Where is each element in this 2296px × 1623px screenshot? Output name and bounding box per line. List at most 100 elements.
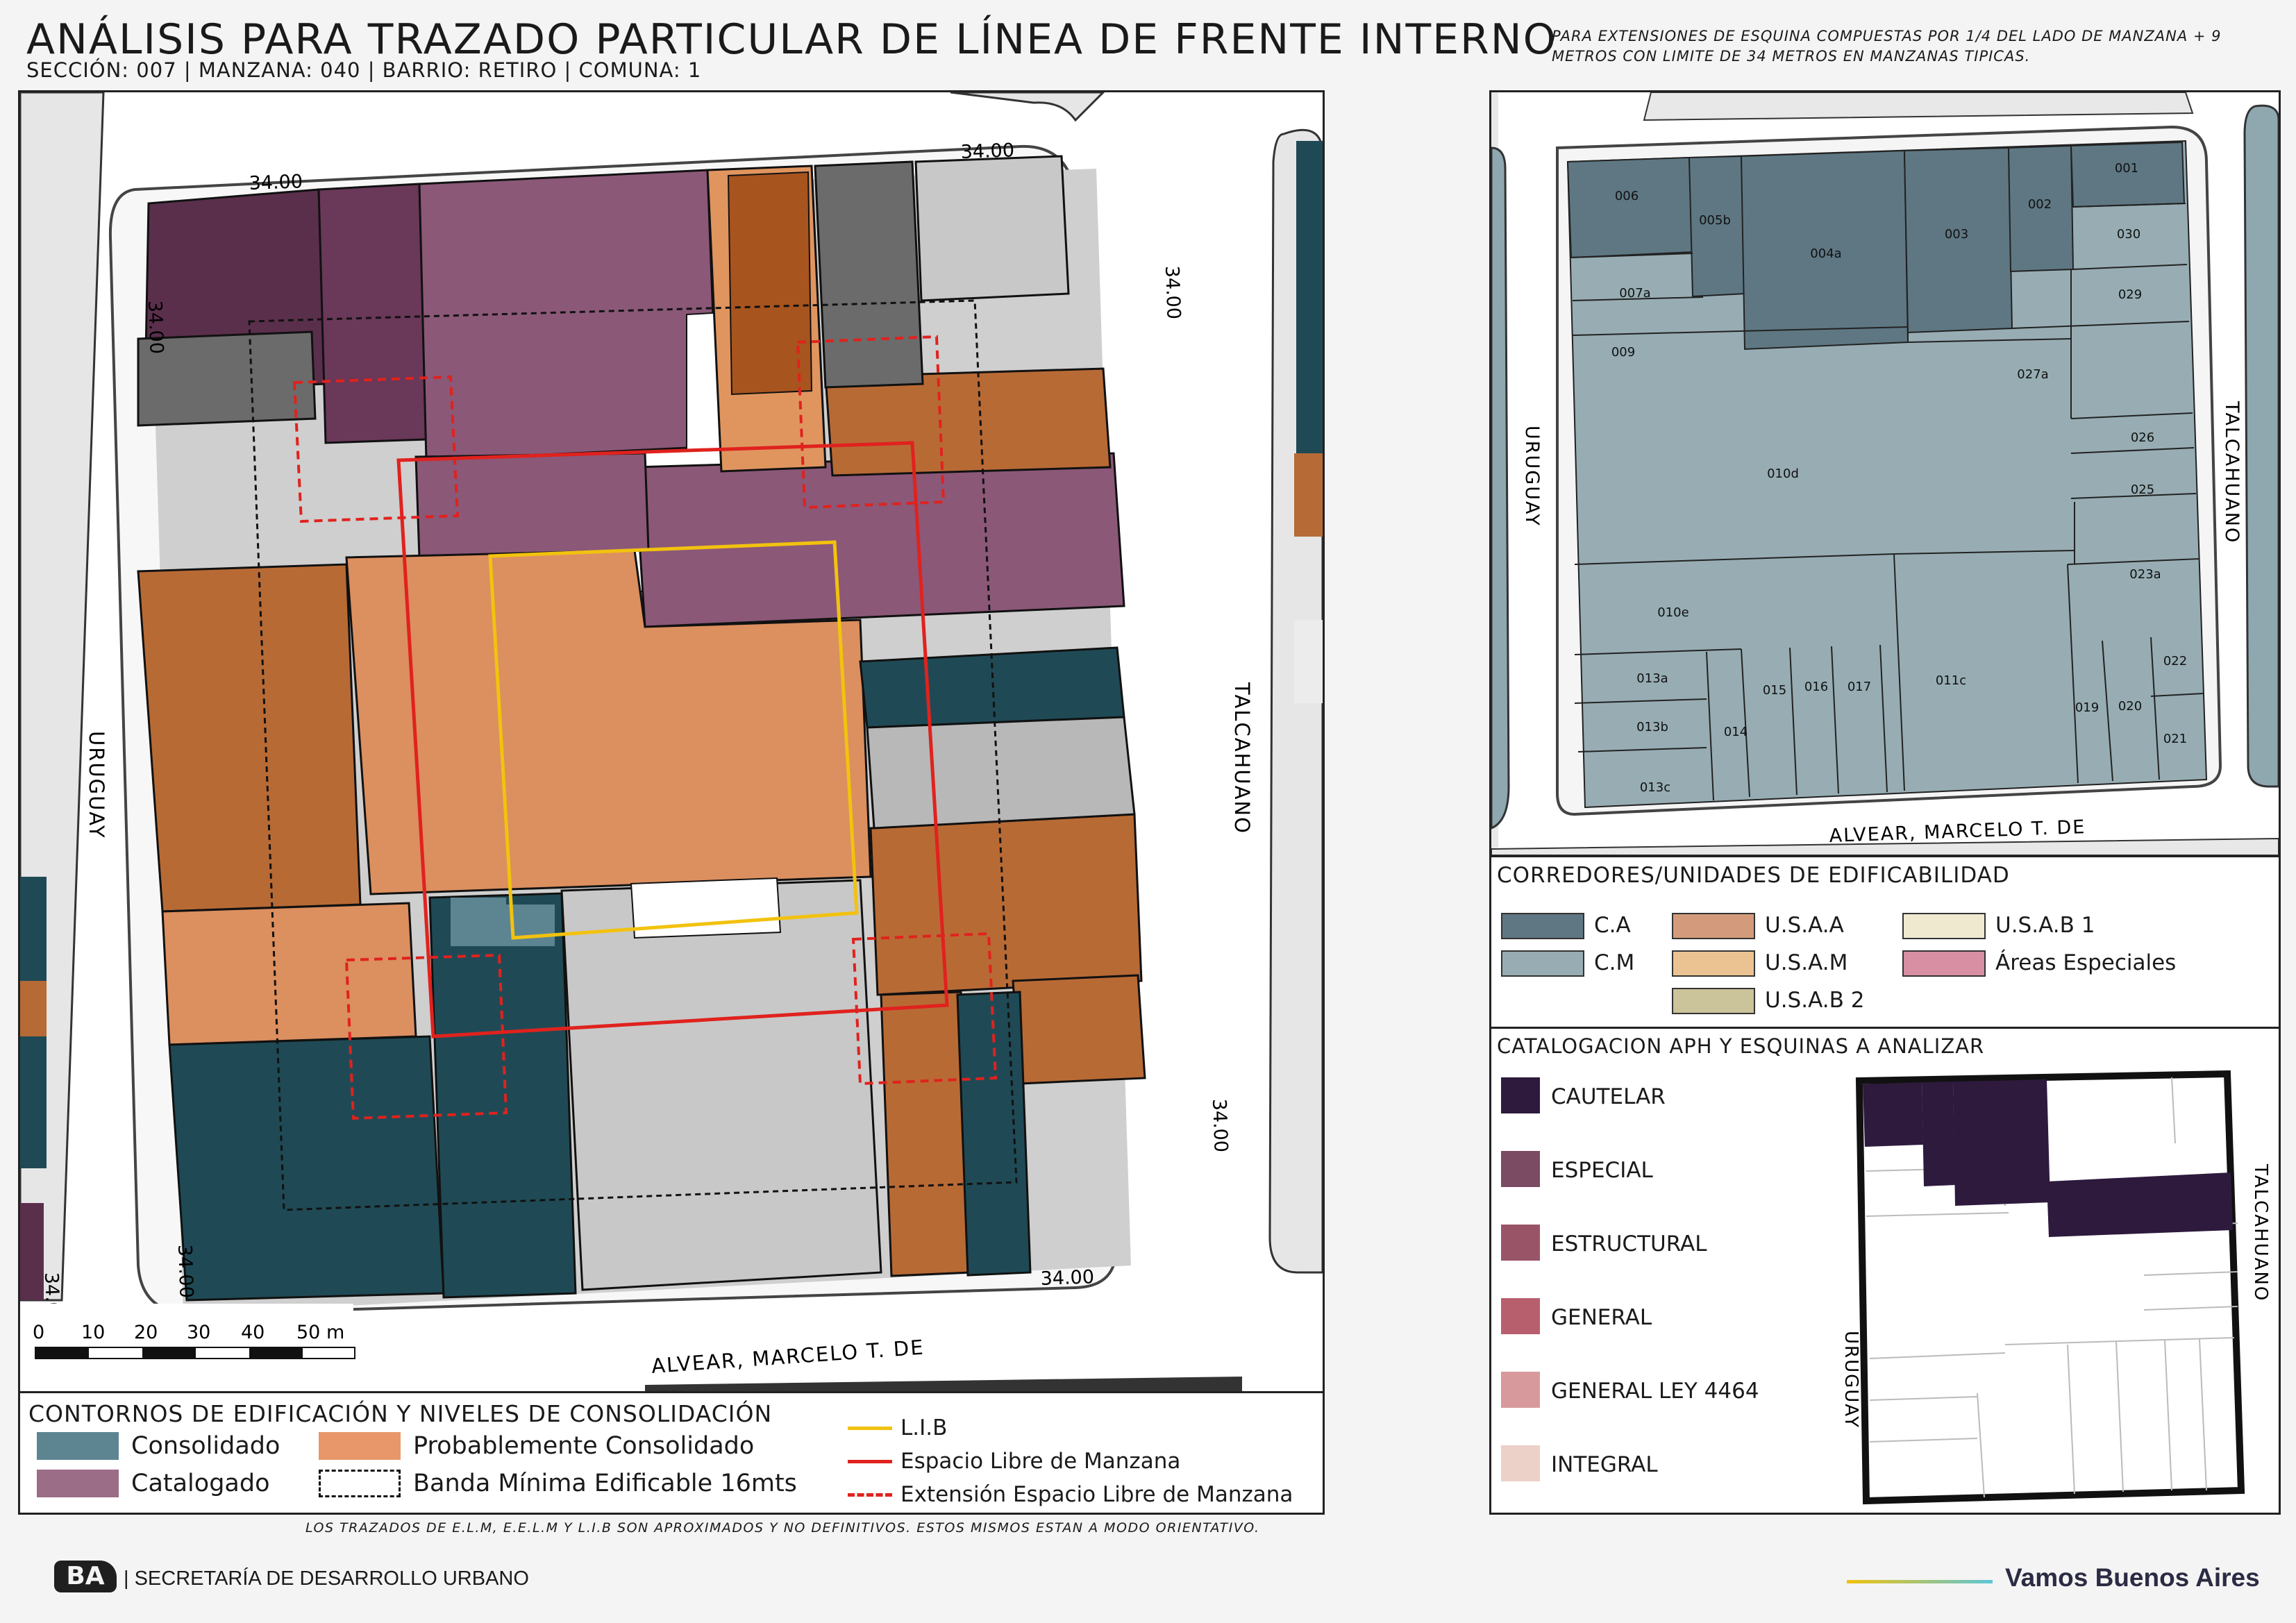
label-usaa: U.S.A.A xyxy=(1765,913,1844,938)
swatch-usab1 xyxy=(1902,913,1986,939)
parcel-label: 003 xyxy=(1945,227,1968,242)
corner-label-1: 34.00 xyxy=(249,171,303,194)
corner-label-3: 34.00 xyxy=(1161,265,1184,319)
parcel-label: 010e xyxy=(1657,605,1689,620)
scale-tick-3: 30 xyxy=(187,1322,210,1343)
mini-street-east: TALCAHUANO xyxy=(2250,1163,2269,1302)
legend-line-lib xyxy=(848,1427,892,1430)
corner-label-6: 34.00 xyxy=(1040,1266,1094,1290)
label-areas-especiales: Áreas Especiales xyxy=(1995,950,2177,975)
street-east: TALCAHUANO xyxy=(1230,682,1254,834)
main-map: 34.00 34.00 34.00 34.00 34.00 34.00 34.0… xyxy=(20,92,1323,1391)
parcel-label: 014 xyxy=(1724,725,1748,739)
ba-logo-text: BA xyxy=(66,1562,105,1590)
swatch-ca xyxy=(1501,913,1584,939)
legend-label-catalogado: Catalogado xyxy=(131,1470,270,1497)
parcel-label: 022 xyxy=(2163,654,2187,668)
catalogacion-legend-panel: CATALOGACION APH Y ESQUINAS A ANALIZAR C… xyxy=(1489,1027,2281,1515)
swatch-cm xyxy=(1501,950,1584,977)
swatch-usab2 xyxy=(1672,988,1755,1014)
parcel-label: 011c xyxy=(1936,673,1966,688)
label-general-ley: GENERAL LEY 4464 xyxy=(1551,1379,1759,1404)
swatch-estructural xyxy=(1501,1225,1540,1261)
legend-label-lib: L.I.B xyxy=(900,1415,948,1440)
main-map-panel: 34.00 34.00 34.00 34.00 34.00 34.00 34.0… xyxy=(18,90,1325,1393)
scale-tick-0: 0 xyxy=(33,1322,44,1343)
street-west: URUGUAY xyxy=(85,731,108,839)
parcel-label: 005b xyxy=(1699,213,1731,228)
footer-disclaimer: LOS TRAZADOS DE E.L.M, E.E.L.M Y L.I.B S… xyxy=(305,1520,1260,1536)
brand-line xyxy=(1847,1580,1993,1583)
parcel-label: 001 xyxy=(2115,161,2138,176)
corner-label-2: 34.00 xyxy=(960,140,1014,163)
legend-line-eelm xyxy=(848,1493,892,1497)
mini-map: URUGUAY TALCAHUANO xyxy=(1841,1070,2269,1505)
corner-label-5: 34.00 xyxy=(1208,1098,1232,1152)
parcel-label: 029 xyxy=(2118,287,2142,302)
secretaria-label: | SECRETARÍA DE DESARROLLO URBANO xyxy=(124,1567,529,1590)
label-usab1: U.S.A.B 1 xyxy=(1995,913,2095,938)
page-subtitle: SECCIÓN: 007 | MANZANA: 040 | BARRIO: RE… xyxy=(26,58,702,82)
corner-label-7: 34.00 xyxy=(174,1244,197,1298)
parcel-label: 027a xyxy=(2017,367,2048,382)
parcel-label: 020 xyxy=(2118,699,2142,714)
swatch-cautelar xyxy=(1501,1077,1540,1113)
label-usab2: U.S.A.B 2 xyxy=(1765,988,1865,1013)
label-cm: C.M xyxy=(1594,950,1635,975)
scale-tick-1: 10 xyxy=(81,1322,105,1343)
ba-logo: BA xyxy=(54,1561,117,1592)
mini-street-west: URUGUAY xyxy=(1841,1331,1861,1429)
parcel-map-panel: 006 005b 004a 003 002 001 030 029 007a 0… xyxy=(1489,90,2281,857)
legend-swatch-probable xyxy=(319,1432,401,1460)
label-estructural: ESTRUCTURAL xyxy=(1551,1231,1707,1256)
legend-swatch-banda xyxy=(319,1470,401,1497)
parcel-label: 026 xyxy=(2131,430,2154,445)
label-cautelar: CAUTELAR xyxy=(1551,1084,1666,1109)
parcel-label: 009 xyxy=(1611,345,1635,360)
scale-tick-4: 40 xyxy=(241,1322,265,1343)
label-integral: INTEGRAL xyxy=(1551,1452,1658,1477)
legend-swatch-consolidado xyxy=(37,1432,119,1460)
parcel-label: 013a xyxy=(1636,671,1668,686)
parcel-label: 015 xyxy=(1763,683,1786,698)
page-title: ANÁLISIS PARA TRAZADO PARTICULAR DE LÍNE… xyxy=(26,15,1557,64)
legend-label-banda: Banda Mínima Edificable 16mts xyxy=(413,1470,797,1497)
header-note: PARA EXTENSIONES DE ESQUINA COMPUESTAS P… xyxy=(1552,28,2222,65)
scale-tick-2: 20 xyxy=(134,1322,158,1343)
label-usam: U.S.A.M xyxy=(1765,950,1848,975)
swatch-integral xyxy=(1501,1445,1540,1481)
parcel-label: 019 xyxy=(2075,700,2099,715)
parcel-label: 007a xyxy=(1619,286,1650,301)
scale-tick-5: 50 m xyxy=(296,1322,344,1343)
label-especial: ESPECIAL xyxy=(1551,1158,1653,1183)
swatch-areas-especiales xyxy=(1902,950,1986,977)
swatch-usaa xyxy=(1672,913,1755,939)
swatch-general xyxy=(1501,1298,1540,1334)
swatch-general-ley xyxy=(1501,1372,1540,1408)
main-legend-panel: CONTORNOS DE EDIFICACIÓN Y NIVELES DE CO… xyxy=(18,1391,1325,1515)
label-ca: C.A xyxy=(1594,913,1631,938)
scale-bar: 0 10 20 30 40 50 m xyxy=(33,1322,355,1359)
parcel-label: 030 xyxy=(2117,227,2140,242)
parcel-label: 004a xyxy=(1810,246,1841,261)
parcel-label: 016 xyxy=(1804,680,1828,694)
label-general: GENERAL xyxy=(1551,1305,1652,1330)
parcel-label: 021 xyxy=(2163,732,2187,746)
corredores-title: CORREDORES/UNIDADES DE EDIFICABILIDAD xyxy=(1497,863,2010,888)
parcel-label: 006 xyxy=(1615,189,1639,203)
corner-label-4: 34.00 xyxy=(144,300,167,354)
swatch-especial xyxy=(1501,1151,1540,1187)
parcel-label: 013b xyxy=(1636,720,1668,734)
parcel-label: 023a xyxy=(2129,567,2161,582)
swatch-usam xyxy=(1672,950,1755,977)
legend-label-consolidado: Consolidado xyxy=(131,1432,280,1460)
brand-text: Vamos Buenos Aires xyxy=(2005,1563,2260,1592)
legend-swatch-catalogado xyxy=(37,1470,119,1497)
parcel-label: 010d xyxy=(1767,466,1799,481)
corredores-legend-panel: CORREDORES/UNIDADES DE EDIFICABILIDAD C.… xyxy=(1489,855,2281,1029)
legend-label-probable: Probablemente Consolidado xyxy=(413,1432,755,1460)
legend-line-elm xyxy=(848,1460,892,1463)
legend-main-title: CONTORNOS DE EDIFICACIÓN Y NIVELES DE CO… xyxy=(28,1400,773,1427)
parcel-label: 002 xyxy=(2028,197,2052,212)
parcel-street-east: TALCAHUANO xyxy=(2221,401,2243,544)
